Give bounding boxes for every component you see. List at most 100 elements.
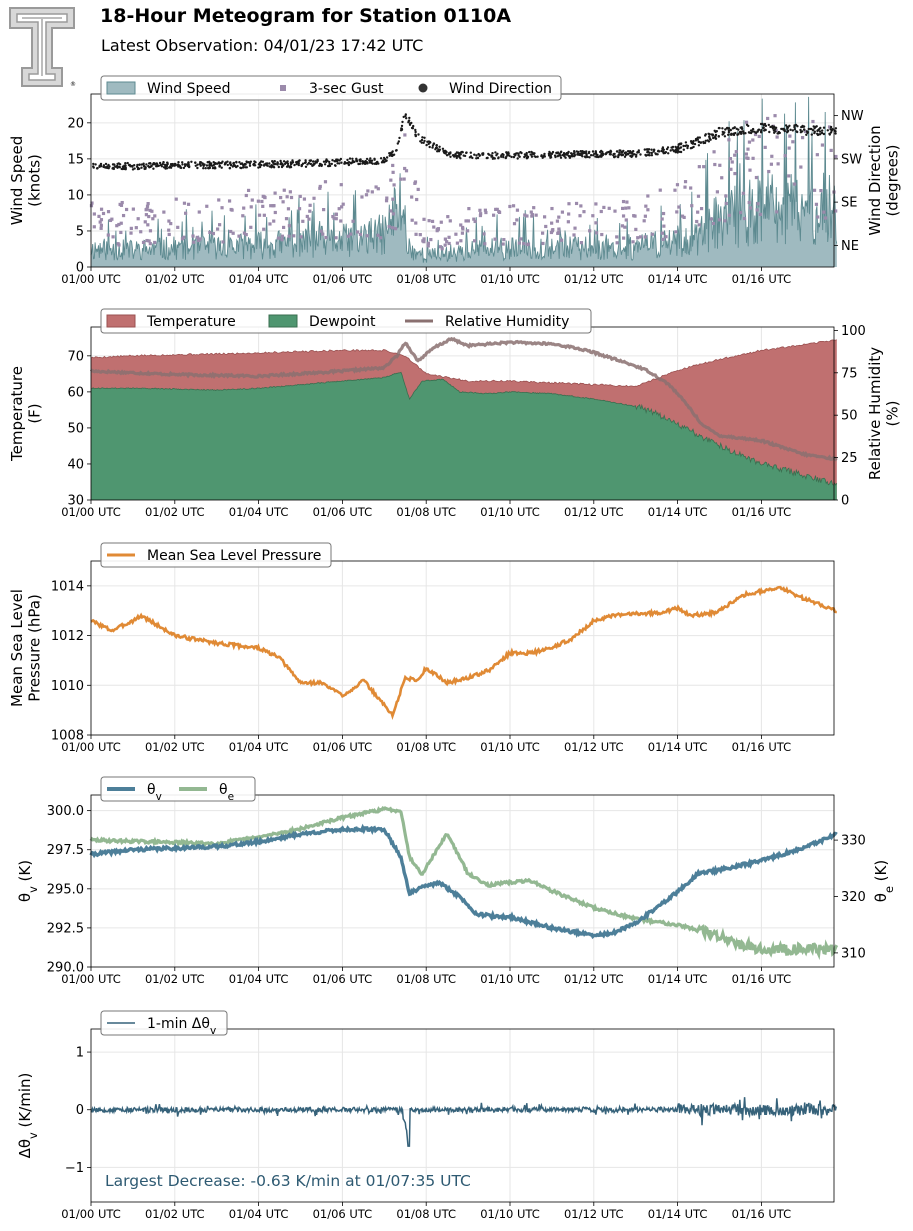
gust-point — [319, 229, 323, 233]
gust-point — [374, 185, 378, 189]
wind-direction-point — [525, 153, 528, 157]
x-tick-label: 01/14 UTC — [648, 272, 708, 286]
wind-direction-point — [820, 131, 824, 135]
texas-tech-logo: ® — [9, 7, 76, 88]
x-tick-label: 01/16 UTC — [732, 505, 792, 519]
gust-point — [753, 132, 758, 137]
wind-direction-point — [586, 155, 589, 159]
gust-point — [495, 207, 499, 211]
wind-direction-point — [810, 127, 813, 131]
page-subtitle: Latest Observation: 04/01/23 17:42 UTC — [101, 36, 424, 55]
x-tick-label: 01/00 UTC — [61, 740, 121, 754]
wind-direction-point — [650, 151, 653, 155]
wind-direction-point — [631, 151, 634, 154]
gust-point — [724, 194, 728, 198]
wind-direction-point — [510, 155, 513, 159]
x-tick-label: 01/12 UTC — [564, 972, 624, 986]
gust-point — [643, 235, 647, 239]
wind-direction-point — [463, 154, 467, 158]
wind-direction-point — [390, 151, 393, 154]
gust-point — [600, 232, 604, 237]
gust-point — [713, 162, 717, 167]
wind-direction-point — [585, 150, 588, 153]
gust-point — [391, 226, 395, 230]
legend-label: 3-sec Gust — [309, 81, 384, 97]
gust-point — [529, 210, 533, 214]
wind-direction-point — [767, 123, 770, 127]
gust-point — [150, 209, 154, 213]
wind-direction-point — [194, 161, 197, 164]
wind-direction-point — [648, 151, 651, 154]
gust-point — [482, 232, 486, 236]
wind-direction-point — [289, 163, 293, 166]
gust-point — [260, 199, 264, 204]
pressure-plot-frame — [90, 560, 835, 736]
wind-direction-point — [563, 153, 566, 157]
wind-direction-point — [336, 158, 339, 161]
wind-direction-point — [684, 144, 687, 148]
wind-direction-point — [410, 126, 414, 130]
gust-point — [117, 243, 121, 247]
gust-point — [478, 208, 482, 212]
wind-direction-point — [349, 162, 353, 165]
gust-point — [136, 217, 140, 221]
legend-label: Wind Direction — [449, 81, 552, 97]
gust-point — [418, 233, 422, 237]
gust-point — [365, 234, 369, 238]
legend-swatch — [418, 83, 428, 93]
wind-direction-point — [751, 130, 754, 133]
gust-point — [285, 195, 289, 199]
gust-point — [465, 229, 470, 233]
wind-direction-point — [623, 151, 627, 155]
wind-direction-point — [646, 151, 649, 154]
gust-point — [459, 239, 463, 243]
gust-point — [426, 241, 430, 245]
wind-direction-point — [791, 129, 794, 132]
wind-direction-point — [579, 153, 582, 157]
gust-point — [800, 136, 805, 140]
gust-point — [763, 145, 767, 149]
wind-direction-point — [425, 143, 428, 147]
wind-direction-point — [392, 153, 396, 156]
wind-direction-point — [359, 158, 362, 161]
wind-direction-point — [572, 152, 575, 155]
gust-point — [473, 219, 477, 224]
gust-point — [289, 195, 294, 200]
wind-direction-point — [190, 160, 193, 163]
gust-point — [579, 204, 583, 208]
wind-direction-point — [475, 154, 478, 157]
wind-direction-point — [822, 126, 826, 129]
gust-point — [788, 134, 792, 138]
gust-point — [422, 237, 426, 241]
wind-direction-point — [214, 162, 218, 165]
gust-point — [660, 231, 665, 235]
gust-point — [427, 219, 431, 223]
wind-direction-point — [435, 144, 438, 147]
wind-direction-point — [604, 152, 608, 155]
gust-point — [415, 197, 419, 202]
gust-point — [530, 213, 535, 217]
gust-point — [119, 230, 123, 235]
gust-point — [567, 202, 571, 206]
pressure-x-ticks: 01/00 UTC 01/02 UTC 01/04 UTC 01/06 UTC 01/0… — [61, 735, 791, 754]
y-tick-label: 295.0 — [47, 882, 84, 897]
gust-point — [241, 214, 245, 218]
pressure-ylabel: Mean Sea LevelPressure (hPa) — [8, 589, 43, 707]
gust-point — [287, 224, 291, 228]
y-tick-label-right: SE — [841, 196, 857, 211]
x-tick-label: 01/10 UTC — [480, 1207, 540, 1221]
gust-point — [246, 188, 251, 193]
wind-direction-point — [408, 116, 411, 120]
legend-box — [100, 75, 562, 101]
gust-point — [515, 218, 519, 222]
gust-point — [696, 194, 701, 198]
wind-direction-point — [589, 154, 593, 157]
y-tick-label: 1008 — [51, 729, 84, 744]
wind-direction-point — [456, 154, 459, 158]
wind-direction-point — [507, 151, 510, 154]
wind-direction-point — [588, 156, 591, 159]
wind-direction-point — [282, 160, 286, 163]
wind-direction-point — [745, 123, 749, 127]
wind-direction-point — [262, 164, 266, 167]
gust-point — [435, 227, 440, 231]
